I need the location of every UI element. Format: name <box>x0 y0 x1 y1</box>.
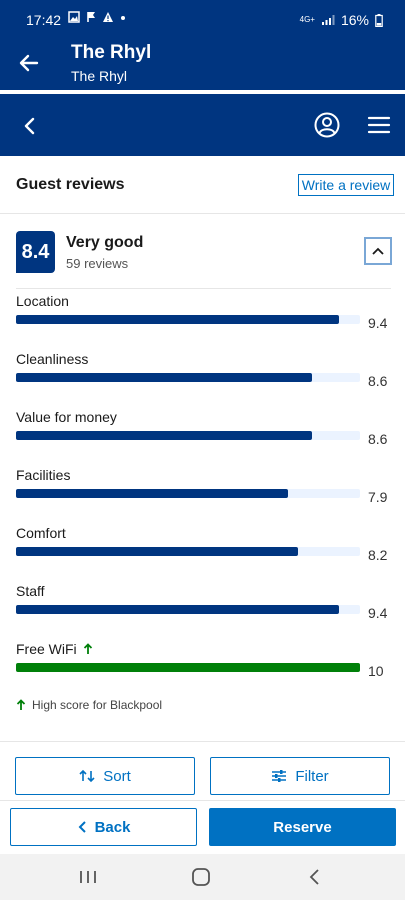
back-arrow-icon[interactable] <box>16 50 42 76</box>
write-review-button[interactable]: Write a review <box>298 174 394 196</box>
score-bar-track <box>16 431 360 440</box>
score-bar-fill <box>16 431 312 440</box>
status-time: 17:42 <box>26 12 62 28</box>
account-icon[interactable] <box>313 111 341 139</box>
score-bar-track <box>16 489 360 498</box>
category-label: Location <box>16 293 69 309</box>
chevron-left-icon[interactable] <box>18 114 42 138</box>
header-divider <box>0 90 405 94</box>
category-label: Staff <box>16 583 45 599</box>
category-row: Staff 9.4 <box>16 583 391 623</box>
sort-label: Sort <box>103 767 131 785</box>
category-row: Location 9.4 <box>16 293 391 333</box>
category-score: 8.6 <box>368 373 388 389</box>
category-label: Free WiFi <box>16 641 77 657</box>
arrow-up-icon <box>83 643 92 654</box>
filter-sliders-icon <box>272 770 287 782</box>
category-score: 9.4 <box>368 605 388 621</box>
flag-notification-icon <box>87 12 95 22</box>
category-label: Cleanliness <box>16 351 89 367</box>
hamburger-menu-icon[interactable] <box>365 111 393 139</box>
section-title: Guest reviews <box>16 176 125 193</box>
battery-icon <box>375 13 383 27</box>
score-bar-fill <box>16 373 312 382</box>
category-label: Facilities <box>16 467 71 483</box>
recent-apps-icon[interactable] <box>76 866 100 888</box>
score-bar-fill <box>16 547 299 556</box>
page-subtitle: The Rhyl <box>71 68 128 84</box>
network-type: 4G+ <box>299 15 315 24</box>
reserve-button[interactable]: Reserve <box>209 808 396 846</box>
review-count: 59 reviews <box>66 256 129 271</box>
android-nav-bar <box>0 854 405 900</box>
category-score: 8.6 <box>368 431 388 447</box>
high-score-note: High score for Blackpool <box>16 698 162 712</box>
score-summary: 8.4 Very good 59 reviews <box>16 231 392 289</box>
app-header: The Rhyl The Rhyl <box>0 38 405 90</box>
back-button[interactable]: Back <box>10 808 197 846</box>
back-nav-icon[interactable] <box>303 866 327 888</box>
category-score: 7.9 <box>368 489 388 505</box>
back-label: Back <box>94 818 131 836</box>
sort-icon <box>79 769 95 783</box>
score-bar-track <box>16 373 360 382</box>
collapse-button[interactable] <box>364 237 392 265</box>
category-row: Value for money 8.6 <box>16 409 391 449</box>
category-row: Cleanliness 8.6 <box>16 351 391 391</box>
notification-icons <box>68 11 126 23</box>
chevron-left-icon <box>78 821 86 833</box>
category-row: Free WiFi 10 <box>16 641 391 681</box>
score-bar-fill <box>16 605 340 614</box>
signal-icon <box>321 15 335 25</box>
gallery-notification-icon <box>68 11 80 23</box>
status-right: 4G+ 16% <box>300 12 383 28</box>
category-score: 10 <box>368 663 384 679</box>
divider <box>0 741 405 742</box>
reviews-section-header: Guest reviews <box>0 156 405 214</box>
home-icon[interactable] <box>189 866 213 888</box>
dot-notification-icon <box>121 16 125 20</box>
arrow-up-icon <box>16 699 26 710</box>
chevron-up-icon <box>372 247 384 255</box>
filter-label: Filter <box>295 767 329 785</box>
web-nav-bar <box>0 94 405 156</box>
page-title: The Rhyl <box>71 42 152 63</box>
score-bar-fill <box>16 489 288 498</box>
category-row: Facilities 7.9 <box>16 467 391 507</box>
score-bar-track <box>16 547 360 556</box>
category-label: Value for money <box>16 409 117 425</box>
score-bar-track <box>16 315 360 324</box>
score-bar-track <box>16 605 360 614</box>
status-bar: 17:42 4G+ 16% <box>0 0 405 38</box>
high-score-text: High score for Blackpool <box>32 698 163 712</box>
category-label: Comfort <box>16 525 66 541</box>
category-row: Comfort 8.2 <box>16 525 391 565</box>
score-bar-fill <box>16 315 340 324</box>
score-bar-fill <box>16 663 360 672</box>
score-bar-track <box>16 663 360 672</box>
warning-notification-icon <box>103 12 113 22</box>
battery-percent: 16% <box>340 12 369 28</box>
category-score: 8.2 <box>368 547 388 563</box>
score-badge: 8.4 <box>16 231 55 273</box>
filter-button[interactable]: Filter <box>210 757 390 795</box>
category-score: 9.4 <box>368 315 388 331</box>
score-word: Very good <box>66 234 144 251</box>
sort-button[interactable]: Sort <box>15 757 195 795</box>
